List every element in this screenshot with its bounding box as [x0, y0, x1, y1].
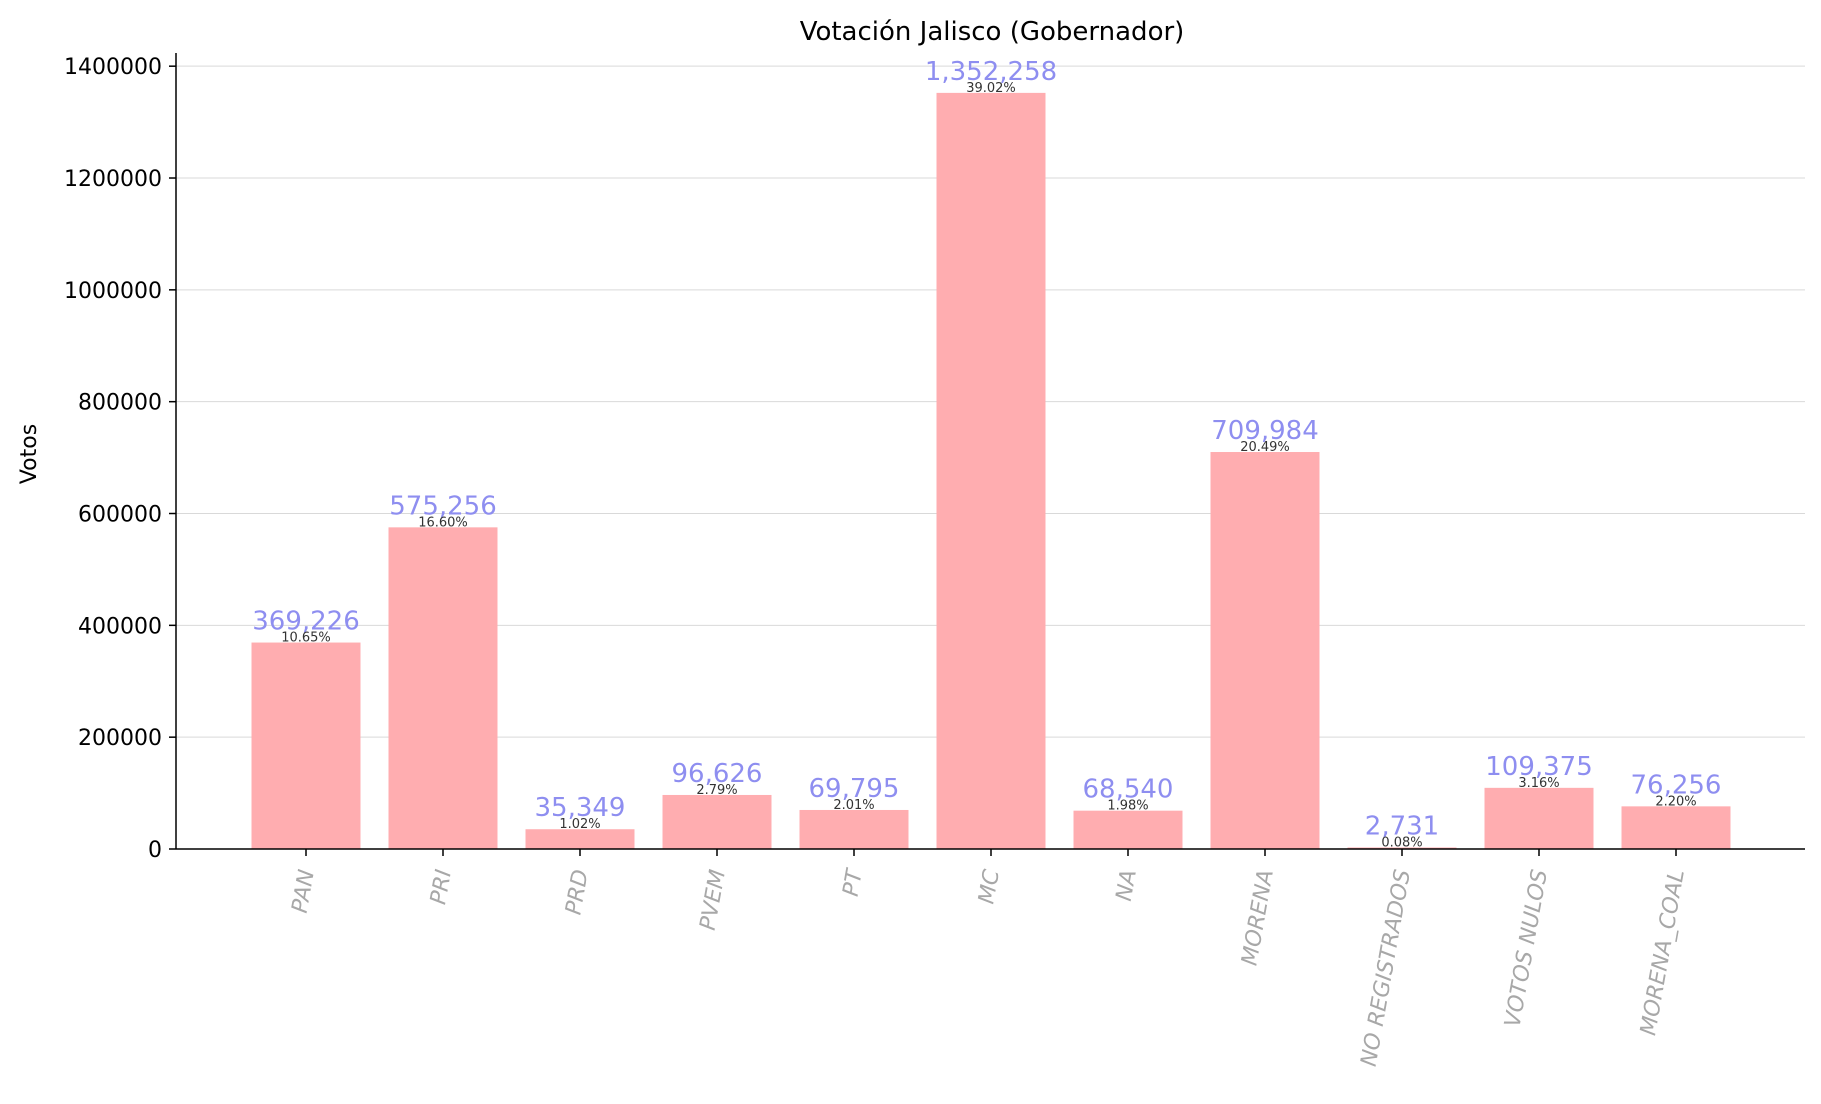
- x-tick-label: MC: [974, 867, 1005, 906]
- bar-pvem: [662, 794, 772, 849]
- bar-no-registrados: [1347, 847, 1457, 849]
- value-label: 709,984: [1211, 416, 1319, 446]
- bar-morena: [1210, 452, 1320, 849]
- bar-pt: [799, 809, 909, 849]
- x-tick-label: MORENA_COAL: [1636, 868, 1690, 1038]
- bar-prd: [525, 829, 635, 849]
- bar-na: [1073, 810, 1183, 849]
- percent-label: 1.98%: [1107, 799, 1148, 814]
- percent-label: 2.79%: [696, 783, 737, 798]
- y-tick-label: 1200000: [64, 167, 162, 192]
- chart-title: Votación Jalisco (Gobernador): [800, 17, 1185, 47]
- value-label: 69,795: [809, 774, 900, 804]
- value-label: 369,226: [252, 607, 360, 637]
- value-label: 35,349: [535, 793, 626, 823]
- bar-morena-coal: [1621, 806, 1731, 849]
- percent-label: 1.02%: [559, 817, 600, 832]
- y-tick-labels: 0 200000 400000 600000 800000 1000000 1200000 1…: [64, 55, 176, 863]
- y-tick-label: 800000: [78, 391, 162, 416]
- x-tick-label: PRI: [426, 868, 457, 907]
- percent-label: 0.08%: [1381, 835, 1422, 850]
- percent-label: 3.16%: [1518, 776, 1559, 791]
- x-tick-labels: PAN PRI PRD PVEM PT MC NA MORENA NO REGISTRADOS V…: [288, 849, 1690, 1068]
- percent-label: 39.02%: [966, 81, 1016, 96]
- x-tick-label: PAN: [288, 868, 320, 915]
- x-tick-label: MORENA: [1237, 868, 1278, 968]
- y-tick-label: 0: [148, 838, 162, 863]
- value-label: 68,540: [1083, 775, 1174, 805]
- y-tick-label: 200000: [78, 726, 162, 751]
- y-tick-label: 1400000: [64, 55, 162, 80]
- bar-votos-nulos: [1484, 787, 1594, 849]
- bar-mc: [936, 92, 1046, 849]
- percent-label: 2.01%: [833, 798, 874, 813]
- y-axis-label: Votos: [17, 424, 42, 484]
- x-tick-label: PVEM: [696, 868, 731, 933]
- x-tick-label: NA: [1112, 868, 1142, 903]
- bar-pri: [388, 527, 498, 849]
- value-label: 96,626: [672, 759, 763, 789]
- percent-label: 16.60%: [418, 515, 468, 530]
- y-tick-label: 600000: [78, 503, 162, 528]
- y-tick-label: 1000000: [64, 279, 162, 304]
- percent-label: 2.20%: [1655, 794, 1696, 809]
- x-tick-label: PT: [839, 866, 869, 898]
- bar-pan: [251, 642, 361, 849]
- x-tick-label: NO REGISTRADOS: [1357, 868, 1416, 1069]
- value-label: 76,256: [1631, 770, 1722, 800]
- x-tick-label: VOTOS NULOS: [1501, 868, 1553, 1029]
- y-tick-label: 400000: [78, 614, 162, 639]
- value-label: 575,256: [389, 491, 497, 521]
- value-label: 109,375: [1485, 752, 1593, 782]
- percent-label: 20.49%: [1240, 440, 1290, 455]
- value-label: 1,352,258: [925, 57, 1057, 87]
- x-tick-label: PRD: [561, 868, 594, 917]
- percent-label: 10.65%: [281, 631, 331, 646]
- bars: [251, 92, 1731, 849]
- value-label: 2,731: [1365, 811, 1439, 841]
